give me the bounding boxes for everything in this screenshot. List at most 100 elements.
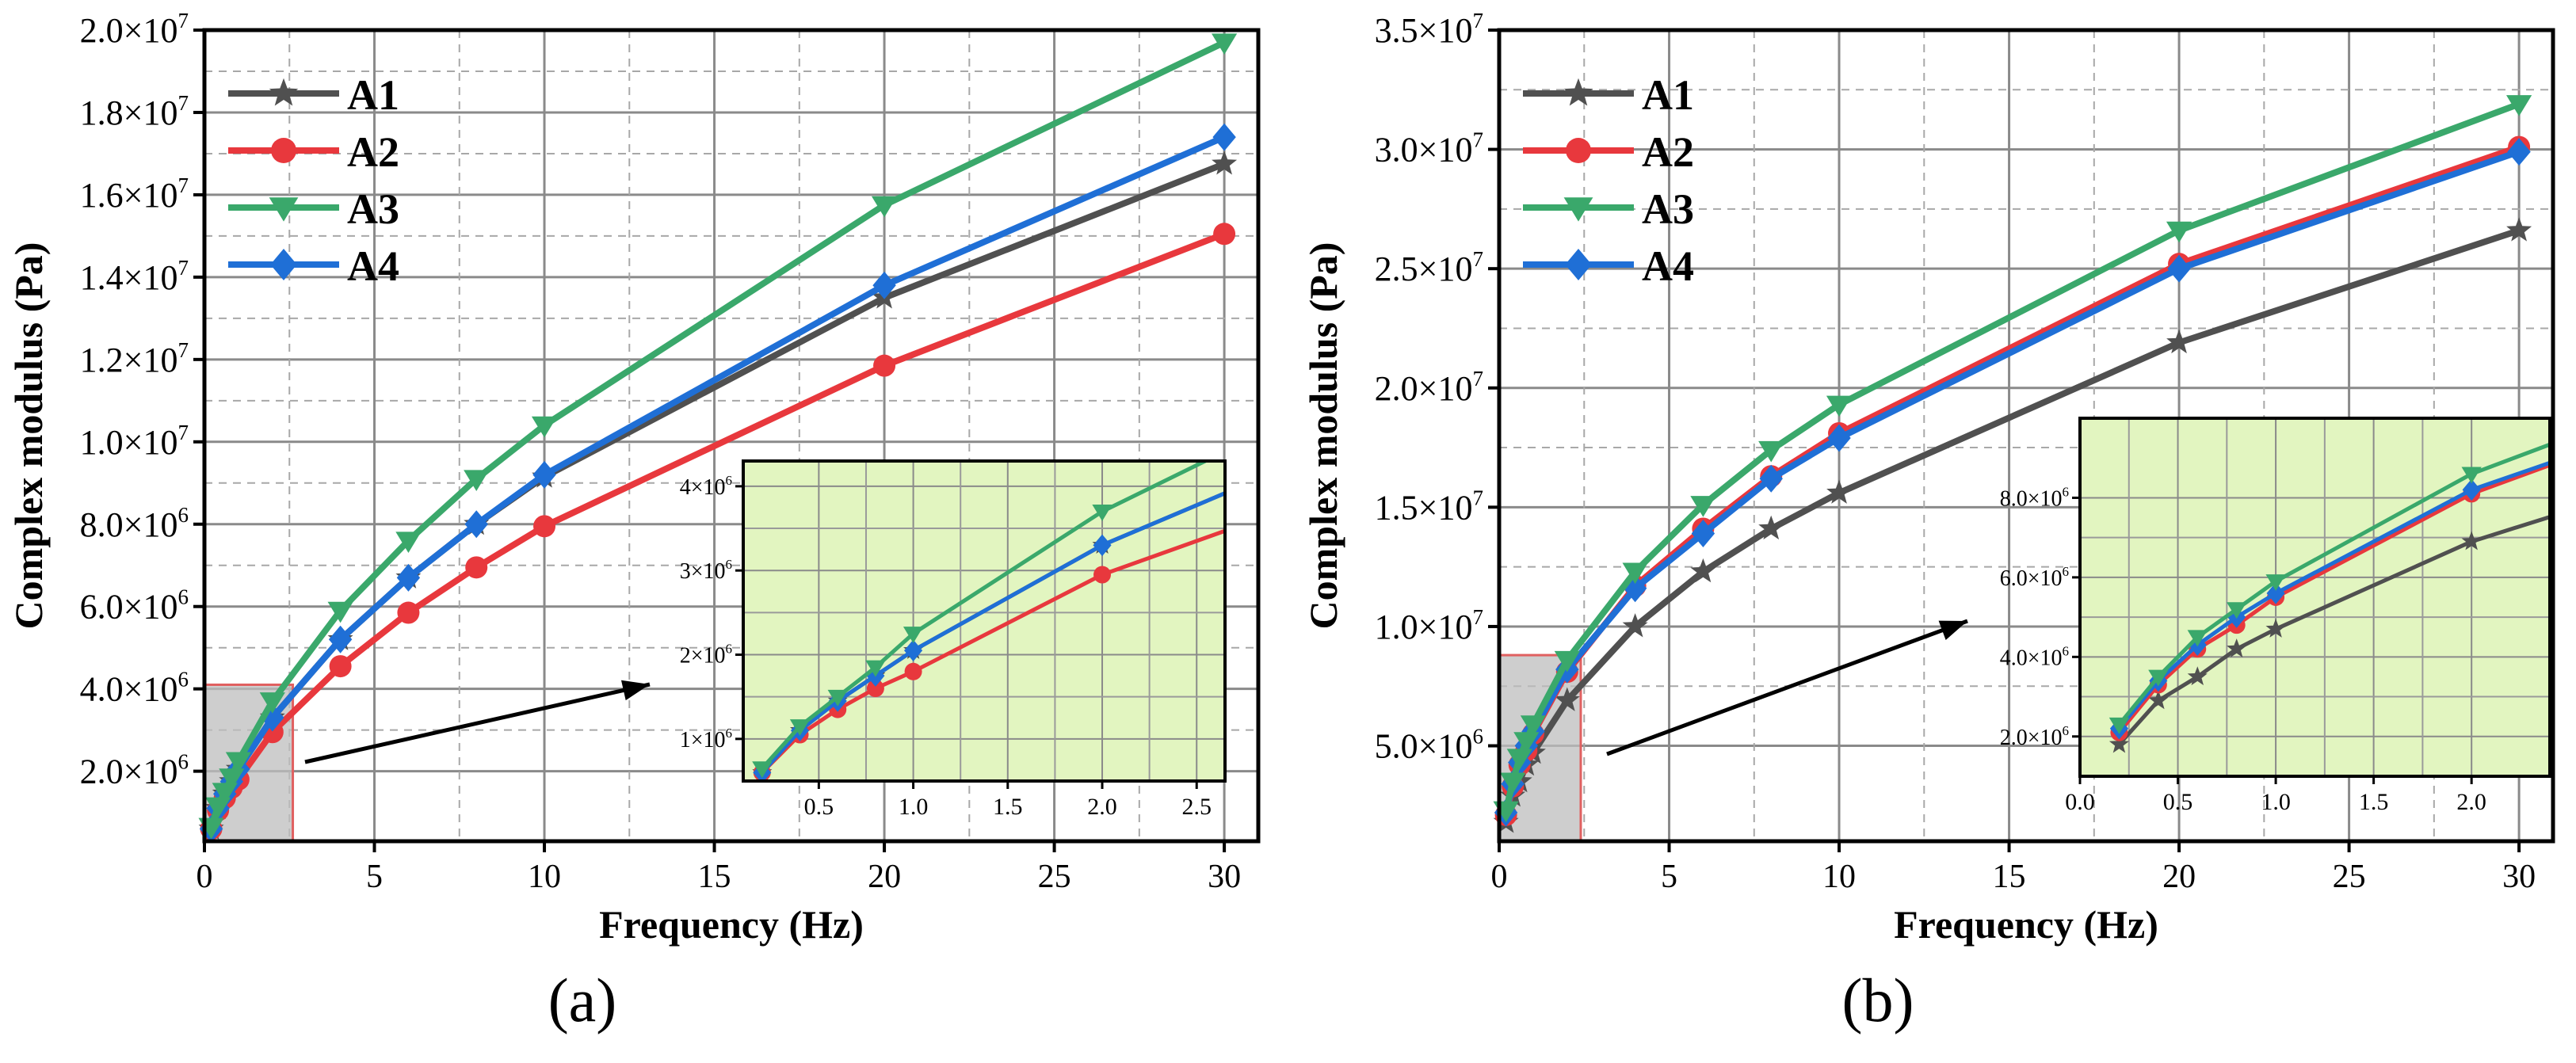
data-point-a3 [2505, 95, 2532, 116]
inset-data-point-a4 [2266, 582, 2285, 604]
legend-label-a1: A1 [347, 71, 399, 119]
y-tick-label: 1.5×107 [1375, 486, 1483, 527]
x-tick-label: 20 [2162, 859, 2196, 895]
data-point-a1 [1690, 558, 1716, 583]
inset-data-point-a3 [903, 627, 924, 644]
inset-data-point-a1 [2227, 638, 2247, 657]
inset-data-point-a4 [1093, 534, 1112, 557]
legend: A1 A2 A3 A4 [1523, 71, 1694, 290]
inset-data-point-a1 [2461, 531, 2482, 551]
data-point-a1 [1554, 687, 1580, 711]
x-tick-label: 25 [2333, 859, 2366, 895]
inset-y-tick-label: 1×106 [680, 726, 732, 752]
data-point-a3 [259, 692, 285, 714]
x-tick-label: 15 [1993, 859, 2026, 895]
inset-series-line-a2 [2117, 463, 2550, 734]
data-point-a1 [1758, 515, 1784, 540]
inset-data-point-a3 [827, 689, 848, 707]
inset-x-tick-label: 0.5 [804, 794, 834, 820]
y-tick-label: 1.0×107 [80, 421, 189, 462]
data-point-a3 [2166, 221, 2192, 243]
inset-x-tick-label: 1.0 [2261, 789, 2291, 815]
chart-panel-a: 0 5 10 15 20 25 30 2.0×106 4.0×106 6.0×106 8.0×106… [6, 9, 1261, 947]
inset-data-point-a3 [2227, 602, 2247, 619]
data-point-a4 [1759, 464, 1783, 493]
data-point-a4 [872, 271, 896, 299]
data-point-a2 [397, 601, 420, 624]
inset-y-tick-label: 6.0×106 [2000, 564, 2069, 591]
inset-x-tick-label: 1.5 [993, 794, 1023, 820]
y-tick-label: 1.2×107 [80, 338, 189, 379]
plot-frame [202, 28, 1261, 844]
x-tick-label: 15 [698, 859, 731, 895]
x-tick-label: 5 [366, 859, 383, 895]
plot-frame [1497, 28, 2555, 844]
inset-series-line-a4 [760, 490, 1225, 775]
y-tick-label: 4.0×106 [80, 668, 189, 709]
legend-label-a1: A1 [1642, 71, 1694, 119]
inset-frame [2078, 417, 2551, 778]
data-point-a3 [531, 416, 558, 438]
y-tick-label: 6.0×106 [80, 585, 189, 627]
inset-y-tick-label: 3×106 [680, 557, 732, 584]
legend-marker-a1 [269, 78, 299, 106]
panel-caption-a: (a) [548, 966, 617, 1034]
y-axis-title: Complex modulus (Pa) [1301, 242, 1345, 630]
x-tick-label: 30 [2502, 859, 2536, 895]
legend-label-a3: A3 [347, 185, 399, 233]
legend: A1 A2 A3 A4 [228, 71, 399, 290]
inset-data-point-a1 [2187, 666, 2208, 686]
inset-data-point-a3 [865, 660, 886, 677]
y-tick-label: 2.0×107 [80, 9, 189, 50]
legend-marker-a4 [270, 249, 297, 280]
inset-data-point-a3 [1092, 504, 1112, 521]
x-tick-label: 5 [1661, 859, 1677, 895]
y-tick-label: 3.0×107 [1375, 128, 1483, 170]
inset-y-tick-label: 4.0×106 [2000, 643, 2069, 670]
x-tick-label: 10 [1822, 859, 1856, 895]
legend-label-a2: A2 [347, 128, 399, 176]
inset-data-point-a3 [752, 761, 773, 779]
inset-plot [2080, 418, 2550, 776]
data-point-a3 [225, 752, 252, 774]
y-tick-label: 2.0×106 [80, 750, 189, 791]
inset-background [743, 461, 1225, 781]
data-point-a3 [1513, 732, 1540, 753]
legend-marker-a3 [1563, 197, 1593, 222]
inset-data-point-a3 [2109, 717, 2130, 734]
data-point-a3 [1500, 772, 1526, 794]
data-point-a4 [464, 510, 488, 539]
inset-frame [742, 459, 1227, 783]
y-tick-label: 2.5×107 [1375, 247, 1483, 288]
y-tick-label: 1.0×107 [1375, 605, 1483, 646]
y-tick-label: 1.8×107 [80, 91, 189, 132]
y-tick-label: 1.6×107 [80, 173, 189, 215]
inset-data-point-a3 [789, 719, 811, 736]
legend-label-a2: A2 [1642, 128, 1694, 176]
data-point-a2 [329, 655, 352, 678]
data-point-a4 [2167, 254, 2191, 283]
data-point-a3 [1758, 440, 1784, 463]
legend-label-a3: A3 [1642, 185, 1694, 233]
x-tick-label: 10 [528, 859, 561, 895]
data-point-a3 [871, 196, 898, 218]
zoom-arrow [304, 682, 651, 764]
inset-data-point-a2 [1093, 566, 1112, 584]
y-tick-label: 3.5×107 [1375, 9, 1483, 50]
inset-data-point-a3 [2461, 467, 2482, 484]
inset-y-tick-label: 4×106 [680, 473, 732, 500]
inset-data-point-a2 [904, 662, 922, 680]
data-point-a4 [328, 625, 353, 653]
data-point-a4 [1827, 424, 1851, 452]
data-point-a3 [219, 768, 245, 790]
data-point-a2 [1213, 223, 1236, 246]
y-tick-label: 5.0×106 [1375, 725, 1483, 766]
inset-x-tick-label: 0.0 [2065, 789, 2095, 815]
data-point-a3 [327, 601, 353, 623]
inset-series-line-a3 [760, 461, 1210, 770]
data-point-a1 [2166, 329, 2192, 354]
legend-marker-a2 [271, 138, 296, 163]
zoom-arrow-head [620, 680, 650, 701]
data-point-a4 [1212, 123, 1236, 151]
inset-x-tick-label: 2.0 [1087, 794, 1117, 820]
